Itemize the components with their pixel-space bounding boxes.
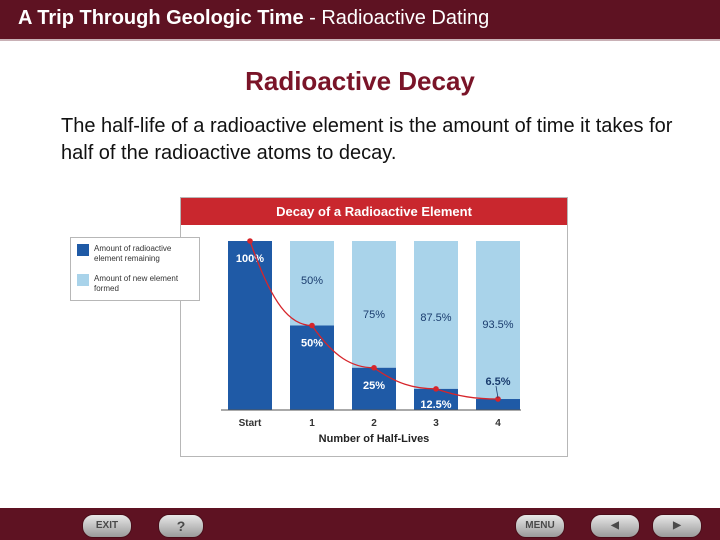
exit-button[interactable]: EXIT	[82, 514, 132, 538]
x-tick-label: 4	[495, 418, 501, 429]
legend-label-new: Amount of new element formed	[94, 274, 179, 293]
bar-remaining-element	[290, 325, 334, 410]
bar-remaining-element	[352, 367, 396, 410]
bar-label-new: 50%	[301, 275, 323, 287]
chart-title: Decay of a Radioactive Element	[181, 198, 567, 225]
x-tick-label: 3	[433, 418, 439, 429]
slide-title: Radioactive Decay	[245, 66, 475, 96]
decay-data-point	[433, 386, 439, 392]
bar-label-remaining: 100%	[236, 253, 264, 265]
presentation-subtitle: - Radioactive Dating	[303, 7, 490, 29]
bar-new-element	[414, 241, 458, 389]
bar-new-element	[352, 241, 396, 368]
chart-plot: 100% Start 50% 50% 1 25% 75% 2 12.5% 87.5% 3 6.5% 93…	[221, 238, 521, 445]
bar-label-remaining: 25%	[363, 380, 385, 392]
legend-item-remaining: Amount of radioactive element remaining	[77, 244, 198, 264]
title-bar: A Trip Through Geologic Time - Radioacti…	[0, 0, 720, 39]
presentation-title: A Trip Through Geologic Time - Radioacti…	[18, 7, 489, 30]
bar-remaining-element	[228, 241, 272, 410]
x-tick-label: 2	[371, 418, 377, 429]
bar-new-element	[290, 241, 334, 326]
bar-remaining-element	[476, 399, 520, 410]
legend-label-remaining: Amount of radioactive element remaining	[94, 244, 172, 263]
slide-body-text: The half-life of a radioactive element i…	[61, 115, 673, 164]
bar-label-remaining: 12.5%	[420, 399, 451, 411]
legend-swatch-new	[77, 274, 89, 286]
legend-swatch-remaining	[77, 244, 89, 256]
x-tick-label: 1	[309, 418, 315, 429]
bar-label-remaining: 50%	[301, 338, 323, 350]
chart-legend: Amount of radioactive element remaining …	[70, 237, 200, 301]
label-pointer-line	[495, 385, 499, 399]
bar-new-element	[476, 241, 520, 400]
bar-label-new: 87.5%	[420, 312, 451, 324]
title-bar-divider	[0, 39, 720, 41]
decay-data-point	[371, 364, 377, 371]
bar-remaining-element	[414, 388, 458, 410]
decay-data-point	[495, 396, 501, 402]
bar-label-remaining: 6.5%	[485, 376, 510, 388]
previous-button[interactable]: ◀	[590, 514, 640, 538]
help-button[interactable]: ?	[158, 514, 204, 538]
x-tick-label: Start	[239, 418, 262, 429]
x-axis-title: Number of Half-Lives	[319, 433, 430, 445]
decay-chart: Decay of a Radioactive Element 100% Start…	[180, 197, 568, 457]
decay-data-point	[309, 322, 315, 329]
decay-data-point	[247, 238, 253, 244]
bar-label-new: 75%	[363, 309, 385, 321]
next-button[interactable]: ▶	[652, 514, 702, 538]
decay-trend-curve	[249, 240, 499, 400]
bar-label-new: 93.5%	[482, 319, 513, 331]
legend-item-new: Amount of new element formed	[77, 274, 198, 294]
menu-button[interactable]: MENU	[515, 514, 565, 538]
presentation-title-bold: A Trip Through Geologic Time	[18, 7, 304, 29]
